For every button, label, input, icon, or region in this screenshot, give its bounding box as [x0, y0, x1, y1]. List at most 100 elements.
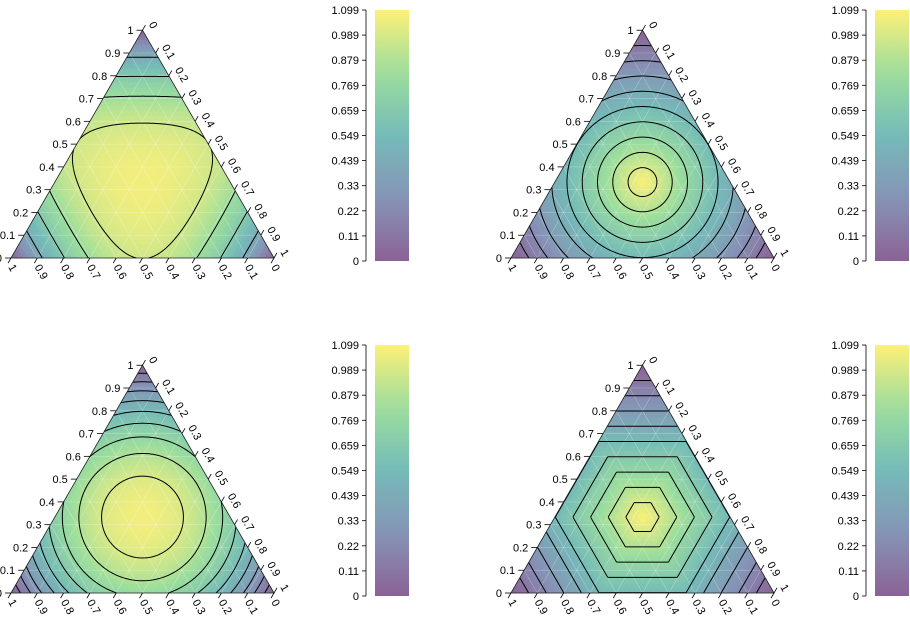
tick-label-right: 0.2 — [172, 65, 190, 84]
colorbar-tick-label: 0.989 — [331, 30, 359, 42]
tick-label-bottom: 0.8 — [58, 263, 76, 282]
tick-label-right: 0.2 — [172, 400, 190, 419]
grid-line — [102, 433, 196, 594]
contour-line — [20, 381, 265, 594]
heatmap-cells — [510, 29, 775, 259]
contour-line — [25, 390, 260, 594]
tick-label-left: 0.7 — [579, 429, 594, 441]
contour-line — [101, 475, 184, 559]
grid-line — [50, 524, 91, 594]
axis-tick — [155, 382, 159, 389]
axis-tick — [165, 592, 170, 599]
grid-line — [115, 75, 222, 259]
tick-label-bottom: 0.1 — [242, 263, 260, 282]
colorbar-gradient — [375, 345, 409, 596]
grid-line — [63, 410, 170, 594]
grid-line — [50, 189, 91, 259]
tick-label-bottom: 0 — [268, 598, 281, 609]
tick-label-bottom: 0.8 — [558, 598, 576, 617]
grid-line — [221, 547, 248, 594]
grid-line — [602, 98, 696, 259]
axis-tick — [86, 257, 91, 264]
contour-line — [572, 456, 713, 578]
axis-tick — [260, 564, 265, 571]
colorbar: 0 0.11 0.22 0.33 0.439 0.549 0.659 0.769 0.879 0.… — [831, 340, 909, 603]
grid-line — [629, 52, 748, 259]
tick-label-right: 0.3 — [685, 88, 703, 107]
grid-line — [747, 570, 762, 594]
tick-label-right: 0.1 — [159, 43, 177, 62]
tick-label-right: 0.2 — [672, 65, 690, 84]
colorbar-tick-label: 1.099 — [831, 5, 859, 17]
tick-label-bottom: 0.4 — [663, 598, 681, 617]
colorbar-tick-label: 1.099 — [831, 340, 859, 352]
tick-label-right: 0.9 — [264, 225, 282, 244]
tick-label-right: 0 — [646, 355, 659, 366]
tick-label-left: 0 — [0, 588, 2, 600]
axis-tick — [773, 252, 778, 259]
axis-tick — [718, 257, 722, 264]
tick-label-left: 0.1 — [500, 565, 515, 577]
axis-tick — [507, 592, 512, 599]
tick-label-right: 0.5 — [212, 134, 230, 153]
colorbar-tick-label: 0.549 — [331, 466, 359, 478]
grid-line — [694, 524, 735, 594]
colorbar-tick-label: 0.659 — [831, 440, 859, 452]
tick-label-bottom: 1 — [5, 263, 18, 274]
axis-tick — [721, 161, 725, 168]
grid-line — [37, 387, 156, 594]
grid-line — [589, 433, 683, 594]
tick-label-bottom: 0.4 — [163, 598, 181, 617]
tick-label-left: 1 — [627, 360, 633, 372]
tick-label-left: 0.6 — [566, 451, 581, 463]
axis-tick — [181, 428, 186, 434]
axis-tick — [707, 473, 712, 480]
tick-label-left: 0.3 — [26, 185, 41, 197]
tick-label-left: 0 — [0, 253, 2, 265]
tick-label-left: 1 — [627, 25, 633, 37]
grid-line — [63, 501, 117, 594]
tick-label-left: 0.9 — [105, 383, 120, 395]
grid-line — [550, 189, 591, 259]
axis-tick — [533, 257, 538, 264]
tick-label-bottom: 0.4 — [663, 263, 681, 282]
tick-label-bottom: 0.1 — [242, 598, 260, 617]
tick-label-bottom: 1 — [505, 598, 518, 609]
ternary-panel-1: 0010.10.10.90.20.20.80.30.30.70.40.40.60… — [0, 5, 409, 282]
tick-label-bottom: 0 — [768, 263, 781, 274]
tick-label-right: 1 — [777, 248, 790, 259]
colorbar-tick-label: 0.22 — [338, 541, 359, 553]
axis-tick — [244, 257, 249, 264]
colorbar-tick-label: 0.439 — [331, 491, 359, 503]
tick-label-left: 0.7 — [579, 94, 594, 106]
colorbar-tick-label: 0.769 — [331, 80, 359, 92]
tick-label-left: 0 — [496, 588, 502, 600]
axis-tick — [270, 592, 275, 599]
tick-label-right: 0.3 — [185, 88, 203, 107]
tick-label-left: 0.2 — [513, 542, 528, 554]
tick-label-bottom: 0.5 — [637, 598, 655, 617]
grid-line — [37, 547, 64, 594]
grid-line — [115, 456, 196, 594]
axis-tick — [244, 592, 249, 599]
ternary-grid — [23, 387, 262, 594]
tick-label-bottom: 0.5 — [637, 263, 655, 282]
tick-label-right: 0.5 — [212, 469, 230, 488]
axis-tick — [639, 257, 643, 264]
grid-line — [629, 387, 748, 594]
tick-label-right: 0.4 — [199, 111, 217, 130]
contour-lines — [519, 45, 766, 259]
tick-label-bottom: 0.6 — [611, 598, 629, 617]
tick-label-left: 0.6 — [66, 116, 81, 128]
tick-label-right: 0.3 — [685, 423, 703, 442]
ternary-panel-4: 0010.10.10.90.20.20.80.30.30.70.40.40.60… — [496, 340, 909, 617]
contour-line — [590, 471, 695, 563]
colorbar: 0 0.11 0.22 0.33 0.439 0.549 0.659 0.769 0.879 0.… — [831, 5, 909, 268]
grid-line — [194, 189, 235, 259]
tick-label-right: 0 — [146, 355, 159, 366]
contour-line — [612, 151, 673, 213]
axis-tick — [247, 207, 252, 213]
colorbar-tick-label: 0.22 — [838, 206, 859, 218]
colorbar-gradient — [375, 10, 409, 261]
